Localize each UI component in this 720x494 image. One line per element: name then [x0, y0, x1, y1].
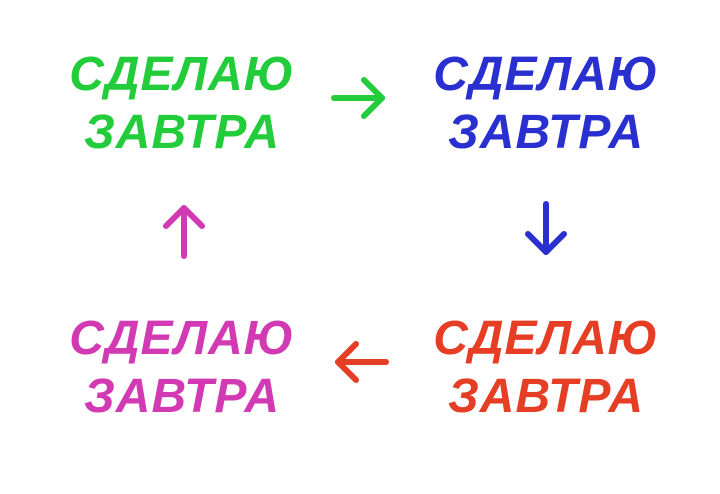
phrase-line2: ЗАВТРА [83, 106, 281, 159]
phrase-top-right: СДЕЛАЮ ЗАВТРА [416, 46, 676, 162]
phrase-bottom-left: СДЕЛАЮ ЗАВТРА [52, 310, 312, 426]
phrase-line2: ЗАВТРА [83, 370, 281, 423]
arrow-left-icon [335, 341, 389, 383]
phrase-bottom-right: СДЕЛАЮ ЗАВТРА [416, 310, 676, 426]
phrase-line1: СДЕЛАЮ [433, 48, 659, 101]
arrow-up-icon [163, 205, 205, 259]
phrase-line1: СДЕЛАЮ [69, 312, 295, 365]
phrase-line1: СДЕЛАЮ [69, 48, 295, 101]
phrase-line2: ЗАВТРА [447, 106, 645, 159]
phrase-line1: СДЕЛАЮ [433, 312, 659, 365]
arrow-right-icon [331, 77, 385, 119]
arrow-down-icon [525, 201, 567, 255]
phrase-line2: ЗАВТРА [447, 370, 645, 423]
phrase-top-left: СДЕЛАЮ ЗАВТРА [52, 46, 312, 162]
